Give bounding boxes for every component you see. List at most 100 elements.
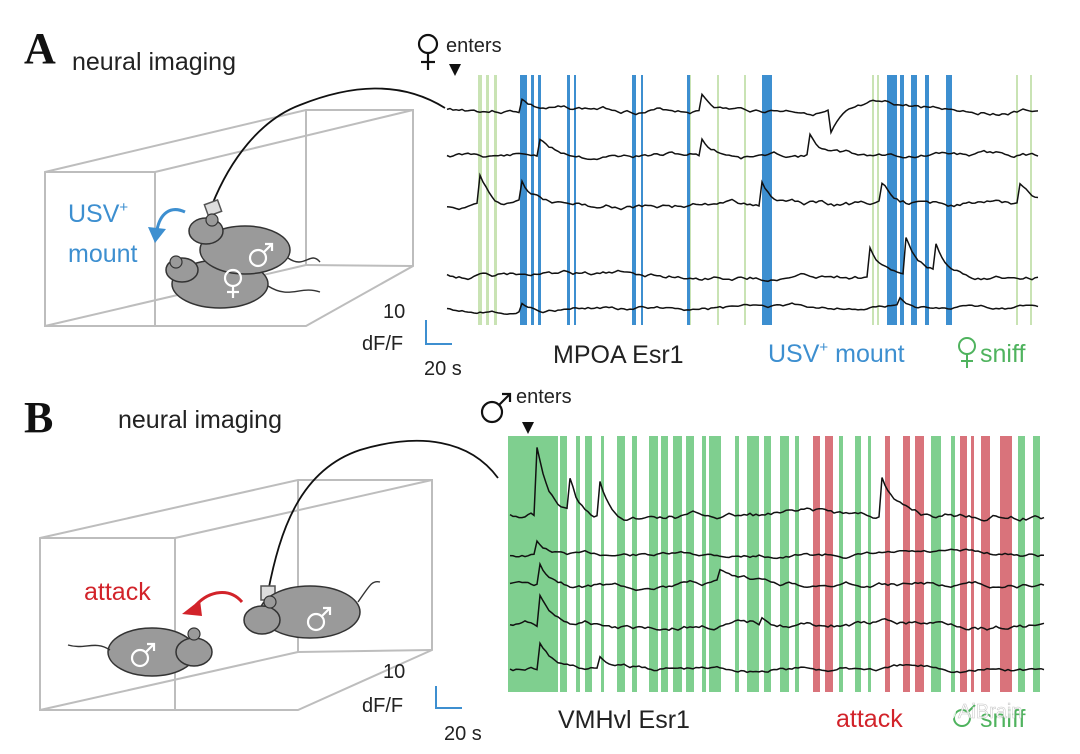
sniff-bar <box>855 436 861 692</box>
behavior-bars-b <box>508 436 1040 692</box>
male-symbol-icon <box>248 242 274 268</box>
attack-bar <box>825 436 833 692</box>
calcium-traces-b <box>509 447 1045 674</box>
usv-mount-bar <box>687 75 690 325</box>
female-symbol-icon <box>417 33 439 70</box>
male-symbol-icon <box>480 392 512 424</box>
sniff-bar <box>1018 436 1025 692</box>
calcium-trace <box>509 539 1045 560</box>
scale-bar-b <box>435 686 462 709</box>
arrow-down-icon <box>522 422 534 434</box>
panel-a-letter: A <box>24 24 56 73</box>
scale-y-unit-a: dF/F <box>362 333 403 355</box>
scale-bar-a <box>425 320 452 345</box>
optic-fiber-icon <box>267 439 499 593</box>
watermark: AiBrain <box>932 699 1023 723</box>
sniff-bar <box>1030 75 1032 325</box>
legend-attack: attack <box>836 705 903 733</box>
calcium-trace <box>509 592 1045 632</box>
calcium-trace <box>509 561 1045 592</box>
scale-x-value-a: 20 s <box>424 358 462 380</box>
usv-mount-bar <box>520 75 527 325</box>
sniff-bar <box>764 436 771 692</box>
arrival-label-b: enters <box>516 386 572 408</box>
male-symbol-icon <box>130 642 156 668</box>
usv-mount-bar <box>567 75 570 325</box>
sniff-bar <box>576 436 580 692</box>
panel-a-title: neural imaging <box>72 48 236 76</box>
sniff-bar <box>744 75 746 325</box>
usv-mount-bar <box>911 75 917 325</box>
usv-mount-bar <box>946 75 952 325</box>
sniff-bar <box>649 436 658 692</box>
attack-bar <box>915 436 924 692</box>
region-label-b: VMHvl Esr1 <box>558 706 690 734</box>
calcium-trace <box>446 132 1039 161</box>
svg-text:AiBrain: AiBrain <box>958 701 1022 723</box>
behavior-label-mount: mount <box>68 240 138 268</box>
mouse-icon <box>188 213 321 275</box>
sniff-bar <box>872 75 874 325</box>
usv-mount-bar <box>531 75 534 325</box>
usv-mount-bar <box>632 75 636 325</box>
sniff-bar <box>735 436 739 692</box>
sniff-bar <box>632 436 637 692</box>
curved-arrow-icon <box>194 591 244 607</box>
scale-y-value-b: 10 <box>383 661 405 683</box>
calcium-trace <box>446 296 1039 315</box>
sniff-bar <box>617 436 625 692</box>
usv-mount-bar <box>925 75 929 325</box>
fiber-implant-a <box>203 199 223 217</box>
behavior-label-attack: attack <box>84 578 151 606</box>
sniff-bar <box>747 436 759 692</box>
usv-mount-bar <box>538 75 541 325</box>
sniff-bar <box>709 436 721 692</box>
mouse-icon <box>243 580 381 639</box>
sniff-bar <box>661 436 668 692</box>
calcium-trace <box>509 447 1045 522</box>
sniff-bar <box>508 436 558 692</box>
usv-mount-bar <box>887 75 897 325</box>
calcium-traces-a <box>446 92 1039 315</box>
arrow-down-icon <box>449 64 461 76</box>
scale-y-value-a: 10 <box>383 301 405 323</box>
usv-mount-bar <box>574 75 576 325</box>
attack-bar <box>960 436 967 692</box>
sniff-bar <box>1033 436 1040 692</box>
legend-usv-mount: USV+ mount <box>768 339 905 368</box>
sniff-bar <box>560 436 567 692</box>
sniff-bar <box>673 436 682 692</box>
male-symbol-icon <box>953 704 976 727</box>
sniff-bar <box>494 75 497 325</box>
attack-bar <box>971 436 974 692</box>
arrow-head-a <box>148 227 166 243</box>
sniff-bar <box>780 436 789 692</box>
scale-x-value-b: 20 s <box>444 723 482 745</box>
behavior-bars-a <box>478 75 1032 325</box>
calcium-trace <box>446 237 1039 283</box>
region-label-a: MPOA Esr1 <box>553 341 684 369</box>
usv-mount-bar <box>762 75 772 325</box>
arrival-label-a: enters <box>446 35 502 57</box>
legend-sniff-b: sniff <box>980 705 1025 733</box>
behavior-label-usv: USV+ <box>68 199 128 228</box>
sniff-bar <box>702 436 706 692</box>
sniff-bar <box>478 75 482 325</box>
sniff-bar <box>717 75 719 325</box>
mouse-icon <box>67 627 213 677</box>
optic-fiber-icon <box>211 87 446 206</box>
attack-bar <box>903 436 910 692</box>
arrow-head-b <box>182 600 202 616</box>
sniff-bar <box>877 75 879 325</box>
panel-b-letter: B <box>24 393 53 442</box>
attack-bar <box>813 436 820 692</box>
sniff-bar <box>868 436 871 692</box>
sniff-bar <box>686 436 694 692</box>
sniff-bar <box>601 436 604 692</box>
panel-b-title: neural imaging <box>118 406 282 434</box>
calcium-trace <box>446 172 1039 211</box>
calcium-trace <box>509 641 1045 674</box>
attack-bar <box>1000 436 1012 692</box>
legend-sniff-a: sniff <box>980 340 1025 368</box>
